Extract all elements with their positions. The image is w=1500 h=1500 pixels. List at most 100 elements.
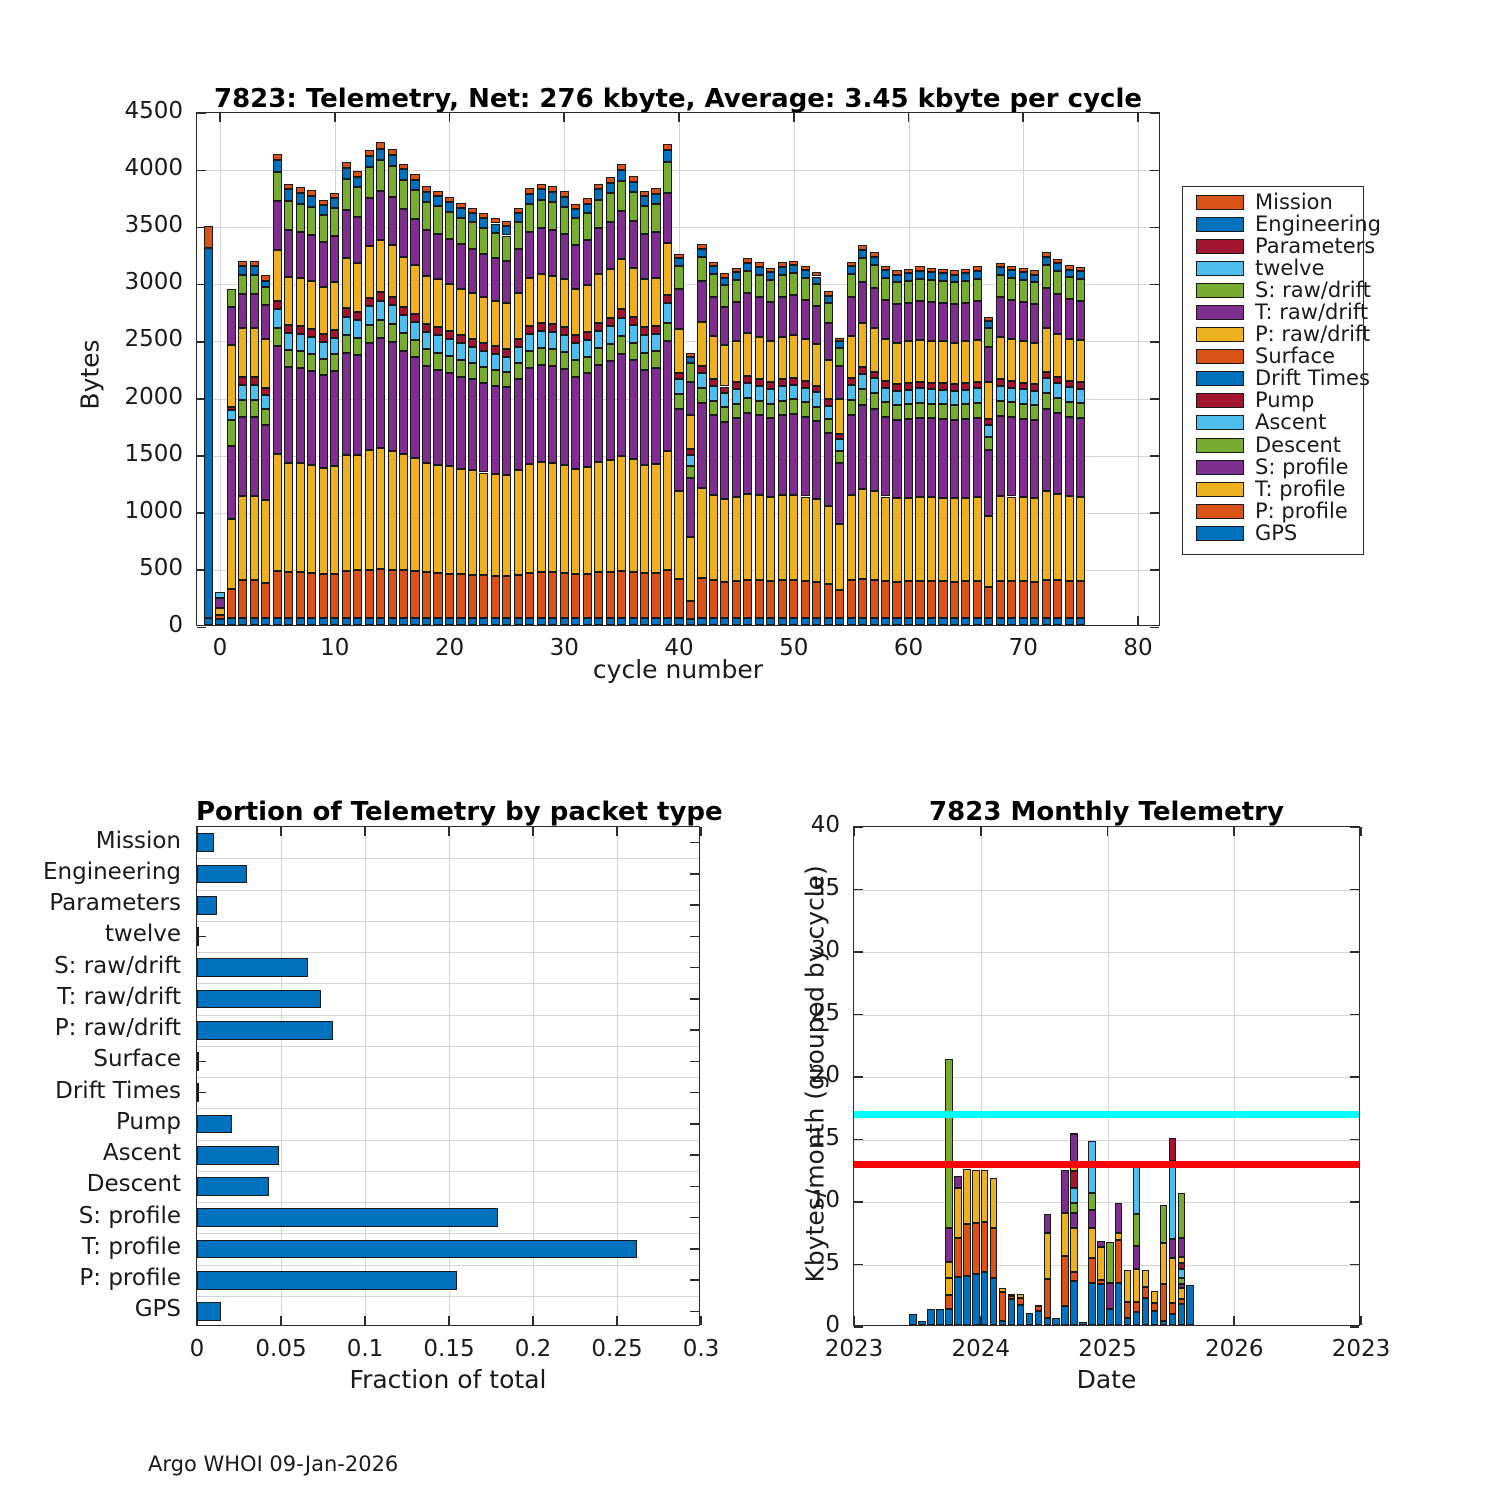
bar-segment (513, 207, 523, 213)
bar-segment (972, 1222, 980, 1274)
category-label: Surface (93, 1046, 181, 1073)
bar-segment (525, 193, 535, 205)
legend-swatch-icon (1196, 371, 1244, 387)
bar-segment (697, 578, 707, 619)
bar-segment (341, 257, 351, 309)
bar-segment (444, 466, 455, 574)
bar-segment (203, 618, 214, 625)
legend-item-t-profile: T: profile (1183, 478, 1363, 500)
bar-segment (903, 581, 914, 619)
bar-segment (984, 327, 994, 348)
bar-segment (421, 230, 432, 277)
bar-column (1064, 111, 1074, 625)
xtick (333, 113, 336, 122)
bar-segment (674, 372, 684, 380)
bar-segment (823, 618, 833, 625)
bar-segment (410, 173, 420, 180)
bar-segment (628, 360, 638, 460)
bar-segment (261, 275, 271, 281)
ygrid-line (854, 889, 1359, 891)
bar-segment (594, 274, 604, 323)
bar-segment (972, 278, 982, 301)
xtick-label-80: 80 (1123, 635, 1153, 661)
bar-column (1141, 825, 1150, 1325)
bar-segment (215, 592, 225, 598)
bar-segment (571, 468, 581, 575)
hbar-t-profile (197, 1239, 638, 1259)
bar-segment (502, 371, 512, 388)
bar-segment (433, 618, 443, 625)
bar-column (938, 111, 948, 625)
bar-segment (846, 266, 856, 275)
legend-swatch-icon (1196, 525, 1244, 541)
bar-segment (754, 266, 764, 275)
bar-segment (989, 1227, 998, 1278)
bar-segment (685, 466, 696, 478)
bar-segment (376, 240, 386, 293)
bar-segment (617, 317, 627, 336)
hbar-gps (197, 1302, 221, 1321)
bar-segment (502, 235, 512, 261)
bar-segment (972, 270, 982, 279)
bar-column (490, 111, 500, 625)
bar-segment (1088, 1227, 1096, 1258)
bar-segment (387, 450, 397, 570)
bar-segment (945, 1261, 953, 1279)
bar-segment (961, 341, 971, 384)
bar-segment (249, 260, 259, 267)
bar-segment (490, 232, 500, 258)
bar-segment (548, 332, 558, 350)
bar-segment (249, 618, 259, 625)
bar-segment (410, 218, 420, 266)
ytick (690, 1279, 699, 1281)
bar-segment (341, 178, 351, 210)
xtick-label-20: 20 (434, 635, 465, 661)
bar-segment (800, 417, 810, 497)
bar-segment (731, 301, 741, 341)
bar-segment (571, 288, 581, 336)
bar-column (444, 111, 455, 625)
bar-segment (261, 280, 271, 288)
bar-segment (605, 222, 615, 270)
bar-segment (376, 320, 386, 339)
bar-segment (238, 260, 248, 267)
main-ylabel: Bytes (75, 339, 105, 410)
bar-segment (525, 368, 535, 464)
bar-segment (513, 292, 523, 340)
bar-segment (651, 368, 661, 464)
monthly-telemetry-axes: 0 5 10 15 20 25 30 35 40 2023 2024 2025 2026 2023 (811, 812, 1391, 1362)
bar-segment (341, 209, 351, 258)
bar-segment (479, 367, 489, 384)
ytick (197, 340, 206, 343)
ytick-label-5: 5 (825, 1249, 840, 1276)
bar-segment (307, 370, 317, 465)
ytick (690, 1185, 699, 1188)
bar-column (1150, 825, 1159, 1325)
bar-segment (525, 333, 535, 351)
ygrid-line (197, 952, 699, 953)
bar-segment (582, 466, 592, 574)
ytick-label-4500: 4500 (124, 98, 183, 124)
bar-segment (880, 618, 891, 625)
bar-segment (1168, 1238, 1177, 1259)
xtick (196, 827, 198, 836)
xtick (1137, 616, 1139, 625)
bar-segment (421, 366, 432, 463)
bar-segment (846, 494, 856, 581)
bar-segment (238, 274, 248, 294)
ygrid-line (197, 1108, 699, 1110)
bar-column (628, 111, 638, 625)
bar-segment (341, 162, 351, 169)
legend-item-mission: Mission (1183, 191, 1363, 213)
bar-column (605, 111, 615, 625)
monthly-ylabel: Kbytes/month (grouped by cycle) (800, 865, 830, 1283)
bar-segment (295, 572, 305, 619)
bar-segment (869, 579, 879, 619)
bar-column (364, 111, 374, 625)
bar-column (685, 111, 696, 625)
bar-segment (433, 196, 443, 207)
bar-segment (984, 418, 994, 425)
bar-segment (800, 381, 810, 388)
bar-segment (513, 470, 523, 575)
bar-column (1070, 825, 1078, 1325)
